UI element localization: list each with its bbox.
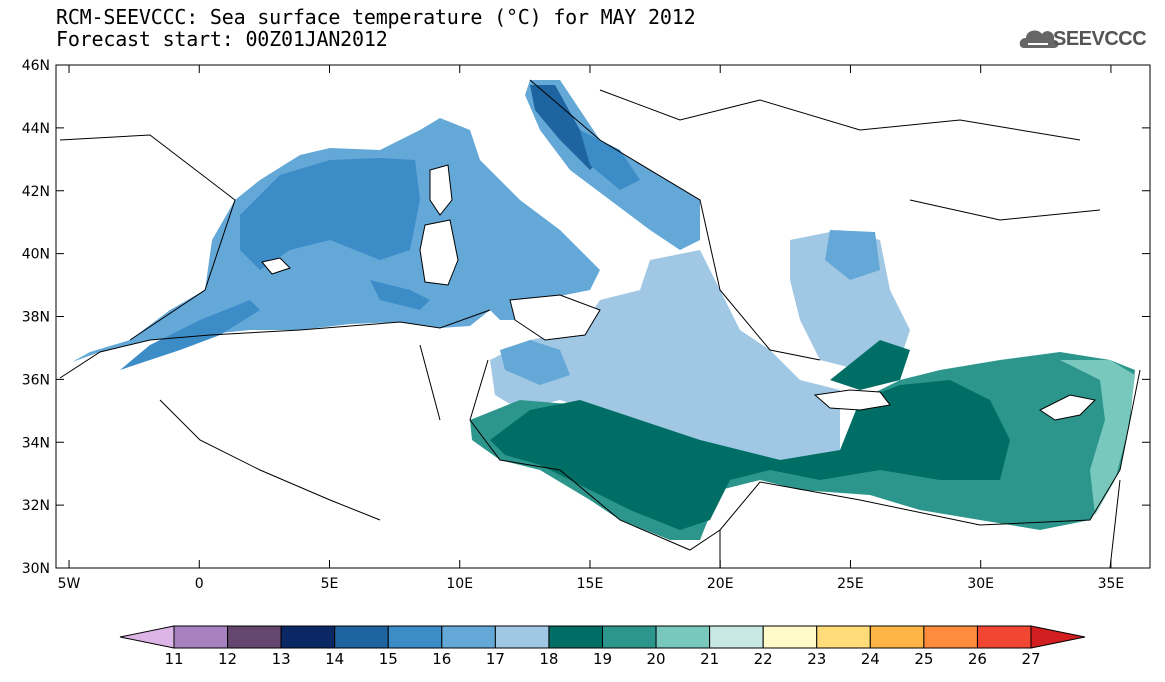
colorbar-label: 15 xyxy=(379,650,398,668)
aegean-north-core xyxy=(825,230,880,280)
colorbar-label: 25 xyxy=(914,650,933,668)
colorbar-label: 27 xyxy=(1021,650,1040,668)
lon-tick-label: 15E xyxy=(577,576,604,592)
lat-tick-label: 42N xyxy=(22,184,50,200)
map-title: RCM-SEEVCCC: Sea surface temperature (°C… xyxy=(56,5,696,51)
levantine-warm-edge xyxy=(1060,360,1135,515)
balearic-core xyxy=(120,300,260,370)
colorbar-box xyxy=(441,625,496,649)
sicily-channel xyxy=(500,340,570,385)
lon-tick-label: 5W xyxy=(58,576,81,592)
ionian-sea xyxy=(490,250,840,460)
longitude-axis: 5W 0 5E 10E 15E 20E 25E 30E 35E xyxy=(58,65,1125,592)
logo-text: SEEVCCC xyxy=(1053,28,1147,50)
cyprus-island xyxy=(1039,394,1097,421)
aegean-sea xyxy=(790,230,910,370)
colorbar-box xyxy=(227,625,282,649)
lat-tick-label: 44N xyxy=(22,121,50,137)
lat-tick-label: 46N xyxy=(22,58,50,74)
title-line-2: Forecast start: 00Z01JAN2012 xyxy=(56,27,388,51)
mallorca-island xyxy=(261,257,291,275)
lon-tick-label: 25E xyxy=(837,576,864,592)
colorbar-label: 18 xyxy=(539,650,558,668)
colorbar-label: 16 xyxy=(432,650,451,668)
lon-tick-label: 10E xyxy=(446,576,473,592)
colorbar-box xyxy=(709,625,764,649)
lon-tick-label: 30E xyxy=(967,576,994,592)
colorbar-box xyxy=(173,625,229,649)
latitude-axis: 46N 44N 42N 40N 38N 36N 34N 32N 30N xyxy=(22,58,1150,577)
colorbar: 11 12 13 14 15 16 17 18 19 20 21 22 23 24 25 26 27 xyxy=(119,625,1086,668)
sardinia-island xyxy=(419,219,459,286)
title-line-1: RCM-SEEVCCC: Sea surface temperature (°C… xyxy=(56,5,696,29)
corsica-island xyxy=(429,164,453,216)
colorbar-box xyxy=(816,625,871,649)
map-plot-area xyxy=(56,65,1150,568)
lat-tick-label: 38N xyxy=(22,310,50,326)
lon-tick-label: 35E xyxy=(1098,576,1125,592)
colorbar-box xyxy=(976,625,1032,649)
colorbar-box xyxy=(387,625,443,649)
tyrrhenian-core xyxy=(370,280,430,310)
north-adriatic-core xyxy=(530,85,600,170)
lat-tick-label: 36N xyxy=(22,372,50,388)
western-core xyxy=(240,158,420,270)
lat-tick-label: 32N xyxy=(22,498,50,514)
colorbar-box xyxy=(548,625,603,649)
lon-tick-label: 20E xyxy=(707,576,734,592)
colorbar-label: 12 xyxy=(218,650,237,668)
rhodes-core xyxy=(830,340,910,390)
colorbar-box xyxy=(280,625,336,649)
colorbar-label: 23 xyxy=(807,650,826,668)
colorbar-underflow xyxy=(119,625,175,649)
colorbar-label: 20 xyxy=(647,650,666,668)
colorbar-label: 22 xyxy=(754,650,773,668)
lat-tick-label: 30N xyxy=(22,561,50,577)
colorbar-box xyxy=(602,625,657,649)
colorbar-label: 11 xyxy=(164,650,183,668)
mid-adriatic-core xyxy=(580,130,640,190)
sicily-island xyxy=(509,294,601,341)
colorbar-box xyxy=(869,625,925,649)
colorbar-label: 14 xyxy=(325,650,344,668)
borders xyxy=(159,89,1121,568)
colorbar-box xyxy=(762,625,818,649)
lat-tick-label: 40N xyxy=(22,247,50,263)
lat-tick-label: 34N xyxy=(22,435,50,451)
colorbar-label: 24 xyxy=(861,650,880,668)
colorbar-label: 26 xyxy=(968,650,987,668)
colorbar-box xyxy=(923,625,978,649)
colorbar-box xyxy=(494,625,550,649)
colorbar-label: 13 xyxy=(272,650,291,668)
lon-tick-label: 5E xyxy=(321,576,339,592)
colorbar-label: 21 xyxy=(700,650,719,668)
colorbar-box xyxy=(655,625,711,649)
libyan-core xyxy=(490,380,1010,530)
colorbar-label: 19 xyxy=(593,650,612,668)
colorbar-label: 17 xyxy=(486,650,505,668)
lon-tick-label: 0 xyxy=(195,576,204,592)
colorbar-box xyxy=(334,625,389,649)
crete-island xyxy=(813,389,891,411)
colorbar-overflow xyxy=(1030,625,1086,649)
cloud-icon xyxy=(1019,30,1059,48)
